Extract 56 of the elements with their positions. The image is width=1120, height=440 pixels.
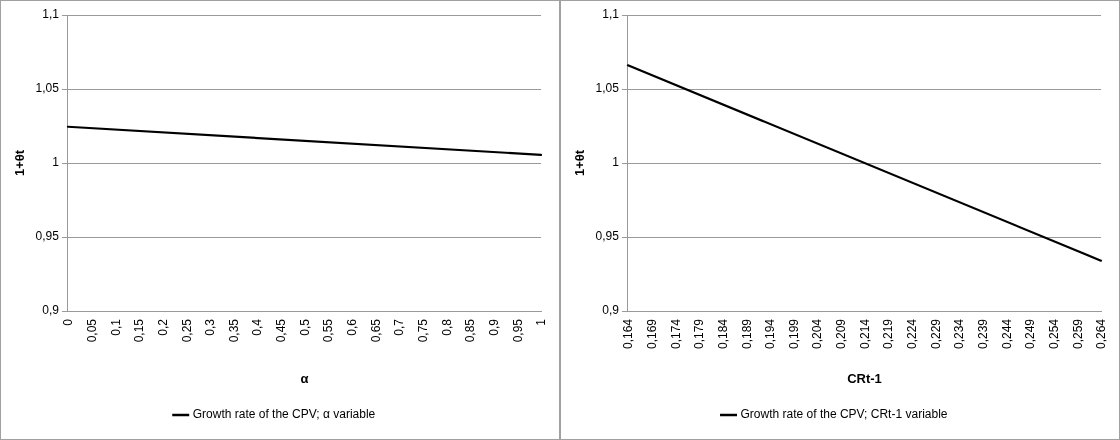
x-tick-label: 0,234: [952, 318, 967, 350]
x-tick-label: 0,184: [715, 318, 730, 350]
y-tick-label: 1,1: [42, 7, 60, 22]
x-tick-label: 0,7: [392, 318, 407, 336]
x-tick-label: 0,9: [487, 318, 502, 336]
x-tick-label: 0,6: [345, 318, 360, 336]
x-tick-label: 0,204: [810, 318, 825, 350]
x-tick-label: 0,244: [999, 318, 1014, 350]
x-tick-label: 0,05: [84, 318, 99, 343]
y-axis-title: 1+θt: [12, 149, 28, 177]
x-tick-label: 0,2: [155, 318, 170, 336]
y-tick-label: 1: [612, 155, 620, 170]
x-tick-label: 0,5: [297, 318, 312, 336]
x-tick-label: 1: [534, 318, 549, 326]
x-tick-label: 0,65: [368, 318, 383, 343]
x-tick-label: 0,75: [416, 318, 431, 343]
x-tick-label: 0,169: [644, 318, 659, 350]
x-axis-title: α: [300, 371, 309, 386]
x-tick-label: 0,219: [881, 318, 896, 350]
x-tick-label: 0,254: [1047, 318, 1062, 350]
x-tick-label: 0,214: [857, 318, 872, 350]
y-tick-label: 0,95: [595, 229, 620, 244]
x-tick-label: 0,85: [463, 318, 478, 343]
x-tick-label: 0,199: [786, 318, 801, 350]
legend-label: Growth rate of the CPV; α variable: [192, 407, 376, 422]
y-tick-label: 0,95: [35, 229, 60, 244]
x-axis-title: CRt-1: [847, 371, 882, 386]
y-tick-label: 1,1: [602, 7, 620, 22]
legend-label: Growth rate of the CPV; CRt-1 variable: [740, 407, 948, 422]
x-tick-label: 0,249: [1023, 318, 1038, 350]
x-tick-label: 0,4: [250, 318, 265, 336]
x-tick-label: 0,25: [179, 318, 194, 343]
x-tick-label: 0,3: [203, 318, 218, 336]
y-tick-label: 1,05: [595, 81, 620, 96]
x-tick-label: 0,194: [763, 318, 778, 350]
x-tick-label: 0,95: [510, 318, 525, 343]
x-tick-label: 0,264: [1094, 318, 1109, 350]
x-tick-label: 0,164: [621, 318, 636, 350]
x-tick-label: 0,259: [1070, 318, 1085, 350]
x-tick-label: 0,8: [439, 318, 454, 336]
y-tick-label: 1: [52, 155, 60, 170]
y-axis-title: 1+θt: [572, 149, 588, 177]
y-tick-label: 1,05: [35, 81, 60, 96]
x-tick-label: 0,174: [668, 318, 683, 350]
x-tick-label: 0,224: [905, 318, 920, 350]
x-tick-label: 0,209: [834, 318, 849, 350]
x-tick-label: 0,189: [739, 318, 754, 350]
x-tick-label: 0,239: [976, 318, 991, 350]
x-tick-label: 0: [61, 318, 76, 326]
x-tick-label: 0,45: [274, 318, 289, 343]
x-tick-label: 0,1: [108, 318, 123, 336]
x-tick-label: 0,179: [692, 318, 707, 350]
x-tick-label: 0,35: [226, 318, 241, 343]
x-tick-label: 0,229: [928, 318, 943, 350]
x-tick-label: 0,55: [321, 318, 336, 343]
x-tick-label: 0,15: [132, 318, 147, 343]
